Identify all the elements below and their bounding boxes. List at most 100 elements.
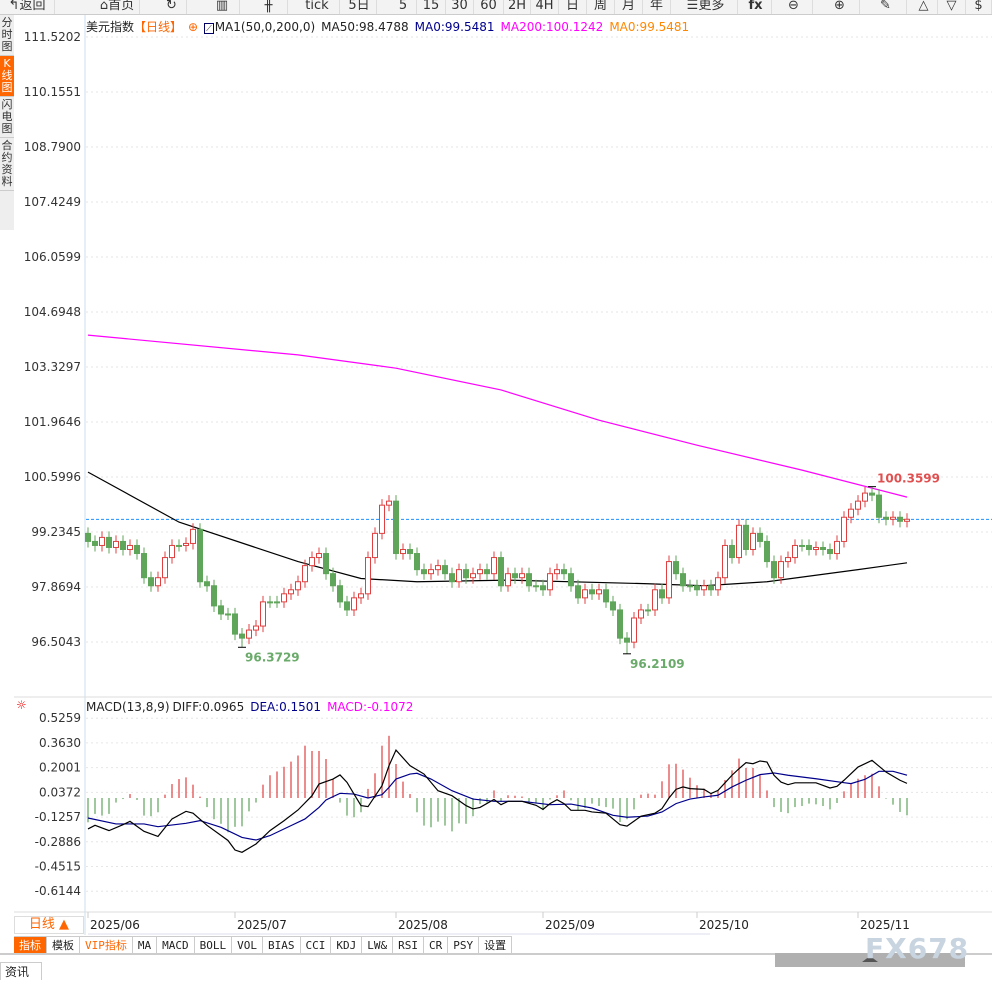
toolbar-button-5[interactable]: 5 xyxy=(390,0,417,14)
panel-toggle-handle[interactable] xyxy=(775,953,965,967)
tab-vip指标[interactable]: VIP指标 xyxy=(80,937,133,955)
tab-ma[interactable]: MA xyxy=(132,937,158,955)
candle xyxy=(687,579,693,592)
candle-body xyxy=(288,589,294,595)
sidebar-item-2[interactable]: 闪电图 xyxy=(0,97,14,138)
candle-body xyxy=(218,605,224,615)
toolbar-button-triangle-down[interactable]: ▽ xyxy=(938,0,966,14)
candle-body xyxy=(260,601,266,627)
candle-body xyxy=(372,532,378,559)
candle-body xyxy=(827,548,833,555)
candle xyxy=(820,541,826,556)
tab-lw&[interactable]: LW& xyxy=(362,937,394,955)
toolbar-button-bar-chart[interactable]: ▥ xyxy=(205,0,240,14)
toolbar-label: 5日 xyxy=(348,0,370,13)
candle xyxy=(533,579,539,592)
toolbar-button-返回[interactable]: ↰返回 xyxy=(0,0,55,14)
y-tick-label: 103.3297 xyxy=(24,360,81,374)
candle-body xyxy=(309,557,315,567)
settings-icon[interactable]: ⊕ xyxy=(188,20,199,34)
toolbar-button-月[interactable]: 月 xyxy=(615,0,643,14)
toolbar-button-zoom-in[interactable]: ⊕ xyxy=(820,0,860,14)
toolbar-button-15[interactable]: 15 xyxy=(417,0,446,14)
tab-rsi[interactable]: RSI xyxy=(393,937,424,955)
candle-body xyxy=(848,508,854,518)
toolbar-button-日[interactable]: 日 xyxy=(559,0,587,14)
ma0-value-2: MA0:99.5481 xyxy=(609,20,690,34)
toolbar-button-更多[interactable]: ☰更多 xyxy=(674,0,738,14)
candle-body xyxy=(897,516,903,522)
chart-canvas[interactable]: 111.5202 110.1551 108.7900 107.4249 106.0599… xyxy=(0,0,992,960)
toolbar-button-zoom-out[interactable]: ⊖ xyxy=(775,0,813,14)
candle xyxy=(862,487,868,508)
period-label[interactable]: 【日线】 xyxy=(134,20,183,34)
toolbar-button-60[interactable]: 60 xyxy=(474,0,504,14)
tab-指标[interactable]: 指标 xyxy=(14,937,47,955)
toolbar-button-triangle-up[interactable]: △ xyxy=(910,0,938,14)
tab-boll[interactable]: BOLL xyxy=(194,937,233,955)
candle xyxy=(582,583,588,604)
toolbar-button-refresh[interactable]: ↻ xyxy=(157,0,187,14)
tab-psy[interactable]: PSY xyxy=(448,937,480,955)
sidebar-item-3[interactable]: 合约资料 xyxy=(0,138,14,191)
tab-cci[interactable]: CCI xyxy=(300,937,332,955)
indicator-settings-icon[interactable]: ☼ xyxy=(16,698,27,712)
candle-body xyxy=(582,589,588,599)
x-tick-label: 2025/08 xyxy=(398,918,448,932)
tab-macd[interactable]: MACD xyxy=(157,937,195,955)
candle xyxy=(624,632,630,654)
x-tick-label: 2025/07 xyxy=(237,918,287,932)
candle-body xyxy=(393,500,399,555)
toolbar-label: 60 xyxy=(480,0,497,13)
candle-body xyxy=(589,589,595,595)
candle xyxy=(834,535,840,560)
candle-body xyxy=(337,585,343,603)
candle xyxy=(442,559,448,580)
candle xyxy=(757,527,763,548)
candle-body xyxy=(470,573,476,579)
candle xyxy=(526,567,532,592)
candle xyxy=(638,603,644,625)
candle-body xyxy=(575,585,581,599)
toolbar-button-年[interactable]: 年 xyxy=(643,0,671,14)
toolbar-button-周[interactable]: 周 xyxy=(587,0,615,14)
toolbar-button-30[interactable]: 30 xyxy=(446,0,474,14)
tab-vol[interactable]: VOL xyxy=(232,937,263,955)
candle-body xyxy=(645,609,651,612)
candle-body xyxy=(435,565,441,571)
toolbar-button-pen[interactable]: ✎ xyxy=(865,0,907,14)
toolbar-button-candlestick[interactable]: ╫ xyxy=(250,0,288,14)
candle-body xyxy=(526,573,532,587)
tab-cr[interactable]: CR xyxy=(424,937,449,955)
toolbar-button-5日[interactable]: 5日 xyxy=(342,0,377,14)
macd-y-tick-label: -0.2886 xyxy=(35,835,81,849)
diff-value: DIFF:0.0965 xyxy=(172,700,245,714)
toolbar-label: 4H xyxy=(535,0,554,13)
tab-设置[interactable]: 设置 xyxy=(479,937,513,955)
tab-模板[interactable]: 模板 xyxy=(47,937,80,955)
candle xyxy=(554,563,560,580)
macd-y-tick-label: 0.0372 xyxy=(39,785,81,799)
candle xyxy=(659,583,665,604)
home-icon: ⌂ xyxy=(99,0,109,13)
y-tick-label: 99.2345 xyxy=(31,525,81,539)
period-button[interactable]: 日线 ▲ xyxy=(14,916,84,934)
toolbar-button-tick[interactable]: tick xyxy=(295,0,340,14)
sidebar-item-0[interactable]: 分时图 xyxy=(0,15,14,56)
candle xyxy=(456,563,462,588)
candle xyxy=(92,535,98,552)
candle xyxy=(400,543,406,560)
tab-news[interactable]: 资讯 xyxy=(0,962,42,980)
candle xyxy=(428,563,434,580)
candle-body xyxy=(799,544,805,547)
toolbar-button-4H[interactable]: 4H xyxy=(531,0,559,14)
toolbar-button-首页[interactable]: ⌂首页 xyxy=(95,0,140,14)
sidebar-item-1[interactable]: K线图 xyxy=(0,56,14,97)
tab-kdj[interactable]: KDJ xyxy=(331,937,363,955)
candle xyxy=(330,567,336,592)
candle xyxy=(848,503,854,524)
tab-bias[interactable]: BIAS xyxy=(263,937,301,955)
toolbar-button-fx[interactable]: fx xyxy=(740,0,772,14)
candle-body xyxy=(673,561,679,575)
toolbar-button-2H[interactable]: 2H xyxy=(504,0,531,14)
